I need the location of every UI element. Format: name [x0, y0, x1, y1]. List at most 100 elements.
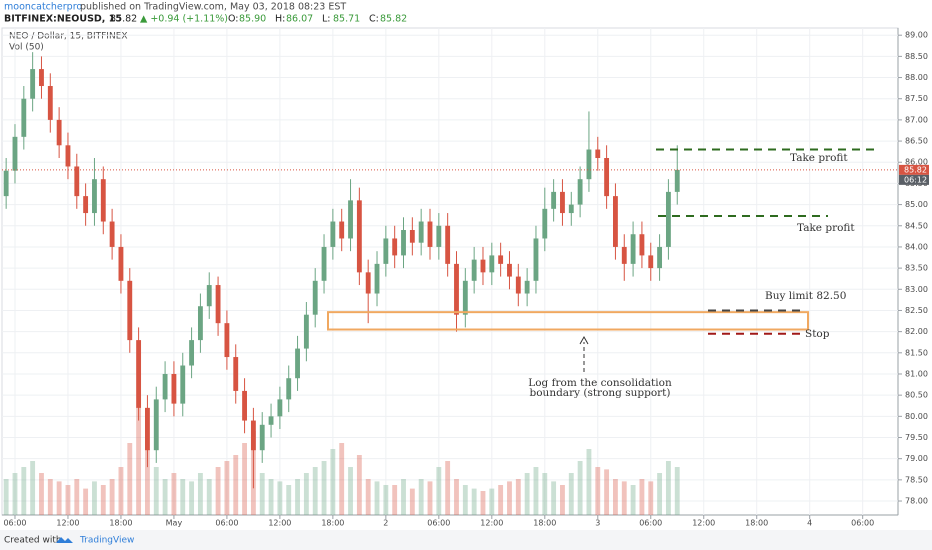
x-tick-label: 4	[807, 519, 812, 528]
y-tick-label: 82.50	[905, 306, 928, 315]
candle-body	[118, 246, 124, 281]
volume-bar	[233, 455, 239, 515]
volume-bar	[12, 473, 18, 515]
x-tick-label: 18:00	[321, 519, 344, 528]
level-label: Take profit	[790, 152, 848, 164]
candle-body	[507, 263, 512, 277]
candle-body	[215, 285, 221, 324]
candle-body	[92, 179, 97, 214]
candle-body	[109, 221, 115, 247]
candle-body	[568, 204, 574, 214]
candle-body	[259, 424, 265, 451]
candle-body	[586, 149, 592, 180]
timer-tag	[899, 174, 929, 185]
candle-body	[3, 170, 9, 197]
y-tick-label: 89.00	[905, 31, 928, 40]
x-tick-label: 3	[595, 519, 600, 528]
candle-body	[356, 200, 362, 273]
volume-bar	[321, 461, 327, 515]
volume-bar	[197, 473, 203, 515]
x-tick-label: 18:00	[533, 519, 556, 528]
candle-body	[312, 280, 318, 315]
candle-body	[56, 119, 62, 146]
volume-bar	[515, 479, 521, 515]
y-tick-label: 85.00	[905, 200, 928, 209]
candle-body	[595, 149, 601, 159]
note-text: boundary (strong support)	[530, 387, 671, 399]
volume-bar	[392, 485, 398, 515]
footer-brand[interactable]: TradingView	[79, 536, 134, 546]
volume-bar	[303, 473, 309, 515]
y-tick-label: 82.00	[905, 327, 928, 336]
candle-body	[330, 221, 336, 247]
candle-body	[321, 246, 327, 281]
candle-body	[250, 420, 256, 451]
volume-bar	[136, 407, 142, 515]
y-tick-label: 79.00	[905, 454, 928, 463]
candle-body	[639, 234, 645, 256]
symbol: BITFINEX:NEOUSD, 15	[4, 14, 122, 25]
volume-bar	[47, 479, 53, 515]
candle-body	[21, 98, 27, 137]
y-tick-label: 87.50	[905, 94, 928, 103]
y-tick-label: 86.50	[905, 137, 928, 146]
candle-body	[604, 158, 610, 197]
ohlc-value: 86.07	[286, 14, 313, 25]
candle-body	[153, 399, 159, 451]
y-tick-label: 79.50	[905, 433, 928, 442]
candle-body	[339, 221, 345, 239]
candle-body	[268, 416, 274, 425]
volume-bar	[577, 461, 583, 515]
volume-bar	[568, 473, 574, 515]
ohlc-value: 85.90	[239, 14, 266, 25]
volume-bar	[498, 485, 504, 515]
x-tick-label: 06:00	[215, 519, 238, 528]
candle-body	[145, 407, 150, 451]
volume-bar	[621, 481, 627, 515]
volume-bar	[657, 473, 663, 515]
y-tick-label: 88.00	[905, 73, 928, 82]
candle-body	[462, 280, 468, 315]
y-tick-label: 84.00	[905, 242, 928, 251]
volume-bar	[330, 449, 336, 515]
volume-bar	[180, 479, 186, 515]
y-tick-label: 78.50	[905, 475, 928, 484]
note-text: Log from the consolidation	[528, 377, 672, 389]
author[interactable]: mooncatcherpro	[4, 2, 82, 13]
volume-bar	[427, 481, 433, 515]
candle-body	[242, 390, 247, 421]
ohlc-value: 85.82	[380, 14, 407, 25]
volume-bar	[118, 467, 124, 515]
x-tick-label: 2	[383, 519, 388, 528]
candle-body	[277, 399, 283, 417]
volume-bar	[65, 485, 71, 515]
candle-body	[613, 196, 618, 247]
candle-body	[74, 166, 80, 197]
candle-body	[418, 221, 424, 243]
ohlc-label: C:	[369, 14, 379, 25]
note-arrowhead	[579, 335, 589, 345]
candle-body	[30, 69, 36, 99]
volume-bar	[21, 467, 27, 515]
candle-body	[47, 86, 53, 120]
volume-bar	[401, 479, 406, 515]
candle-body	[206, 285, 212, 307]
y-tick-label: 83.50	[905, 264, 928, 273]
volume-bar	[674, 467, 680, 515]
y-tick-label: 84.50	[905, 221, 928, 230]
x-tick-label: May	[166, 519, 183, 528]
candle-body	[427, 221, 433, 247]
x-tick-label: 06:00	[851, 519, 874, 528]
volume-bar	[462, 485, 468, 515]
y-tick-label: 88.50	[905, 52, 928, 61]
level-label: Take profit	[797, 222, 855, 234]
volume-bar	[374, 481, 380, 515]
candle-body	[383, 238, 389, 264]
volume-bar	[409, 488, 415, 515]
candle-body	[303, 314, 309, 349]
volume-bar	[471, 488, 477, 515]
candle-body	[295, 348, 300, 379]
candle-body	[471, 259, 477, 281]
y-tick-label: 81.50	[905, 348, 928, 357]
volume-bar	[365, 479, 371, 515]
